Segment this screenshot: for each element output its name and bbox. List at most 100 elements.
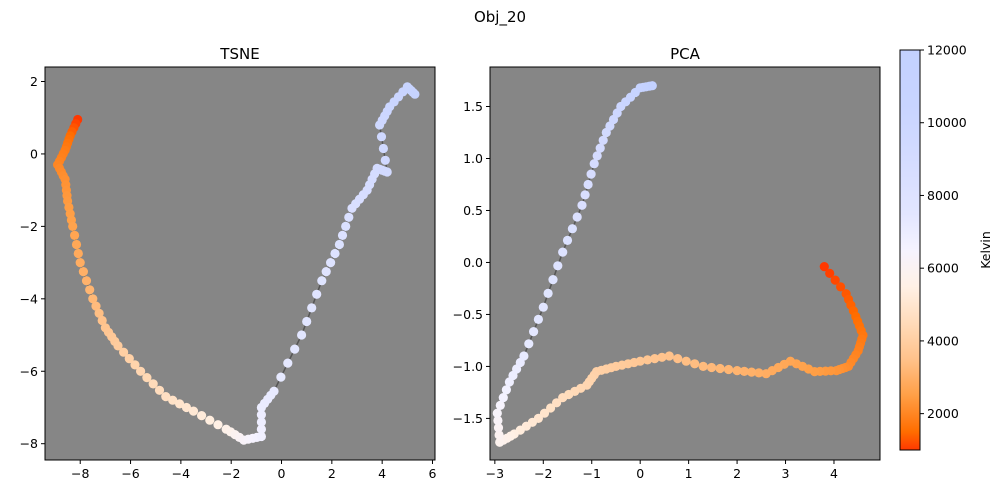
colorbar-tick-label: 12000 xyxy=(927,43,967,58)
pca-data-point xyxy=(595,143,605,153)
pca-data-point xyxy=(495,400,505,410)
tsne-data-point xyxy=(136,366,146,376)
pca-y-tick-label: 1.5 xyxy=(463,99,483,114)
pca-data-point xyxy=(598,135,608,145)
colorbar-tick-label: 6000 xyxy=(927,261,959,276)
tsne-data-point xyxy=(181,402,192,413)
pca-x-tick-label: 3 xyxy=(782,466,790,481)
pca-data-point xyxy=(501,385,511,395)
tsne-data-point xyxy=(154,385,165,395)
tsne-x-tick-label: 6 xyxy=(429,466,437,481)
tsne-data-point xyxy=(334,239,344,250)
pca-data-point xyxy=(732,366,742,376)
tsne-plot-area xyxy=(45,67,435,460)
tsne-data-point xyxy=(142,373,152,383)
tsne-panel: −8 −6 −4 −2 0 2 4 6 −8 −6 −4 −2 0 2 TSNE xyxy=(20,45,437,481)
pca-x-tick-label: −3 xyxy=(486,466,504,481)
tsne-data-point xyxy=(78,267,88,277)
tsne-data-point xyxy=(326,258,336,268)
tsne-data-point xyxy=(205,415,215,425)
pca-x-tick-label: 2 xyxy=(733,466,741,481)
pca-data-point xyxy=(493,423,504,433)
pca-data-point xyxy=(681,356,691,366)
pca-x-tick-label: 4 xyxy=(830,466,838,481)
tsne-y-tick-label: −4 xyxy=(20,291,38,306)
tsne-data-point xyxy=(73,248,83,259)
pca-y-tick-label: 0.0 xyxy=(463,255,483,270)
pca-data-point xyxy=(493,415,503,426)
pca-panel: −3 −2 −1 0 1 2 3 4 −1.5 −1.0 −0.5 0.0 0.5 1.0 1.5 PCA xyxy=(453,45,881,481)
tsne-x-tick-label: 4 xyxy=(378,466,386,481)
pca-data-point xyxy=(825,268,835,278)
pca-data-point xyxy=(558,247,568,257)
colorbar-gradient xyxy=(899,49,921,451)
pca-y-tick-label: 0.5 xyxy=(463,203,483,218)
tsne-data-point xyxy=(188,406,199,416)
pca-data-point xyxy=(690,359,700,369)
tsne-data-point xyxy=(88,294,98,304)
tsne-axes-frame xyxy=(44,66,436,461)
pca-data-point xyxy=(539,408,550,418)
pca-data-point xyxy=(592,151,602,161)
pca-data-point xyxy=(754,368,764,378)
tsne-data-point xyxy=(161,392,171,402)
colorbar-tick-label: 4000 xyxy=(927,333,959,348)
tsne-data-point xyxy=(321,267,331,277)
pca-data-point xyxy=(494,430,504,440)
pca-y-tick-label: −1.0 xyxy=(453,359,483,374)
pca-data-point xyxy=(583,179,593,190)
pca-data-point xyxy=(819,262,829,272)
tsne-data-point xyxy=(376,132,387,142)
tsne-data-point xyxy=(197,411,207,421)
pca-data-point xyxy=(586,169,596,179)
pca-data-point xyxy=(495,437,505,447)
tsne-x-tick-label: −2 xyxy=(222,466,240,481)
tsne-data-point xyxy=(68,221,78,231)
pca-data-point xyxy=(698,361,708,371)
pca-data-point xyxy=(650,354,660,364)
tsne-data-point xyxy=(283,358,293,368)
tsne-data-point xyxy=(256,424,266,434)
pca-data-point xyxy=(558,393,568,403)
tsne-data-point xyxy=(297,330,307,340)
pca-data-point xyxy=(529,327,539,337)
pca-x-tick-label: 1 xyxy=(685,466,693,481)
tsne-data-point xyxy=(290,344,300,354)
tsne-data-point xyxy=(307,303,317,313)
colorbar-label: Kelvin xyxy=(978,231,993,269)
pca-data-point xyxy=(572,212,582,222)
pca-y-tick-label: −0.5 xyxy=(453,307,483,322)
tsne-x-tick-label: 0 xyxy=(278,466,286,481)
tsne-data-point xyxy=(341,221,351,231)
pca-data-point xyxy=(562,235,573,245)
tsne-data-point xyxy=(330,248,340,259)
tsne-data-point xyxy=(94,308,104,318)
tsne-data-point xyxy=(256,417,266,427)
tsne-data-point xyxy=(312,289,322,299)
tsne-data-point xyxy=(119,347,129,357)
tsne-data-point xyxy=(148,379,158,389)
tsne-data-point xyxy=(269,386,279,396)
pca-x-tick-label: −2 xyxy=(534,466,552,481)
pca-data-point xyxy=(538,302,548,312)
pca-data-point xyxy=(836,282,846,292)
pca-data-point xyxy=(533,314,544,324)
tsne-y-tick-label: −2 xyxy=(20,219,38,234)
colorbar-tick-label: 2000 xyxy=(927,406,959,421)
pca-data-point xyxy=(567,224,578,234)
figure-suptitle: Obj_20 xyxy=(474,8,526,27)
tsne-data-point xyxy=(168,395,178,405)
tsne-data-point xyxy=(70,230,80,240)
tsne-data-point xyxy=(113,341,123,351)
pca-data-point xyxy=(543,288,553,298)
tsne-data-point xyxy=(97,315,107,326)
tsne-data-point xyxy=(256,431,266,442)
pca-data-point xyxy=(647,81,657,91)
tsne-y-tick-label: −6 xyxy=(20,364,38,379)
tsne-data-point xyxy=(378,143,388,154)
pca-data-point xyxy=(707,362,717,373)
tsne-data-point xyxy=(256,410,266,420)
pca-data-point xyxy=(492,408,502,418)
tsne-data-point xyxy=(317,276,327,286)
